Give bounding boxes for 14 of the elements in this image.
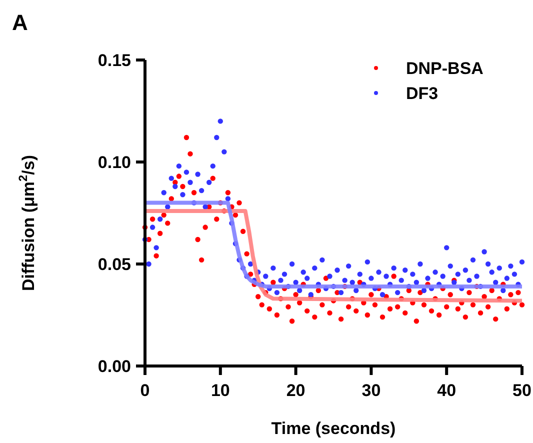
text: A <box>12 10 28 35</box>
legend-label: DF3 <box>406 84 438 103</box>
y-tick-label: 0.15 <box>98 51 131 70</box>
x-tick-label: 10 <box>210 381 230 400</box>
y-tick-label: 0.10 <box>98 153 131 172</box>
x-tick-label: 40 <box>437 381 456 400</box>
y-tick-label: 0.00 <box>98 357 131 376</box>
x-tick-label: 20 <box>286 381 306 400</box>
legend-label: DNP-BSA <box>406 59 484 78</box>
y-tick-label: 0.05 <box>98 255 131 274</box>
x-tick-label: 30 <box>362 381 381 400</box>
x-tick-label: 50 <box>512 381 532 400</box>
x-axis-title: Time (seconds) <box>271 419 396 438</box>
x-tick-label: 0 <box>140 381 150 400</box>
